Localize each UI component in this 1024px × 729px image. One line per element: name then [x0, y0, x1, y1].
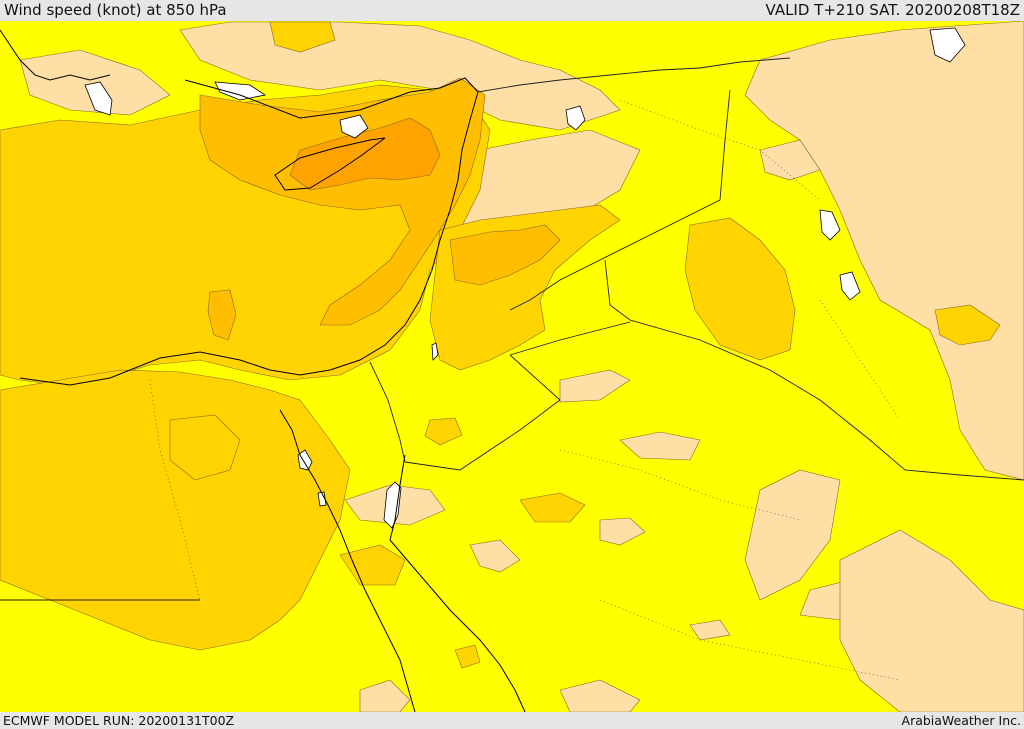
weak-area-northwest [19, 49, 171, 116]
weak-area-egypt [359, 679, 411, 712]
strong-area-north [269, 21, 336, 53]
strong-area-east [934, 304, 1001, 346]
lake-northwest [84, 81, 113, 116]
stronger-area-libya [207, 289, 237, 341]
credit-label: ArabiaWeather Inc. [901, 713, 1021, 728]
gulf-suez-water [297, 449, 313, 471]
strong-area-arabia-1 [519, 492, 586, 523]
admin-line-4 [599, 599, 901, 681]
levant-coast [19, 91, 479, 386]
strong-area-jordan [424, 417, 463, 446]
lake-east-1 [819, 209, 841, 241]
border-jordan-saudi [404, 321, 631, 471]
dead-sea [383, 481, 402, 529]
map-canvas [0, 21, 1024, 712]
map-title: Wind speed (knot) at 850 hPa [4, 1, 227, 19]
footer-bar: ECMWF MODEL RUN: 20200131T00Z ArabiaWeat… [0, 712, 1024, 729]
border-jordan-iraq [604, 259, 1024, 481]
weak-area-arabia-6 [689, 619, 731, 641]
galilee-lake [431, 342, 439, 361]
admin-lines [149, 99, 901, 681]
weak-area-arabia-2 [619, 431, 701, 461]
stronger-area-lebanon [449, 224, 561, 286]
cyprus-island [274, 137, 386, 191]
turkey-south-coast [184, 77, 479, 119]
strong-area-sinai-south [339, 544, 406, 586]
model-run-label: ECMWF MODEL RUN: 20200131T00Z [3, 713, 235, 728]
strongest-area-cyprus [289, 117, 441, 191]
weak-wind-areas [0, 21, 1024, 712]
weak-area-iraq [759, 139, 821, 181]
lake-van [929, 27, 966, 63]
border-egypt-israel [369, 361, 406, 463]
border-syria-iraq [509, 89, 731, 311]
wind-speed-map[interactable] [0, 21, 1024, 712]
aegean-coast [0, 29, 111, 81]
gulf-aqaba [389, 454, 406, 541]
admin-line-3 [149, 379, 201, 601]
lake-east-2 [839, 271, 861, 301]
weak-area-southeast [839, 529, 1024, 712]
weak-area-red-sea [469, 539, 521, 573]
weak-area-arabia-5 [599, 517, 646, 546]
weak-area-arabia-1 [559, 369, 631, 403]
strong-area-nile [169, 414, 241, 481]
header-bar: Wind speed (knot) at 850 hPa VALID T+210… [0, 0, 1024, 21]
gulf-aqaba-water [317, 491, 327, 507]
lake-north-2 [214, 81, 267, 101]
strongest-wind-areas [289, 117, 441, 191]
lake-north-1 [339, 114, 369, 139]
weak-area-south [559, 679, 641, 712]
lake-tuz [565, 105, 586, 131]
water-bodies [84, 27, 966, 529]
coastlines [0, 29, 526, 712]
strong-area-wadi [454, 644, 481, 669]
strong-area-egypt [0, 369, 351, 651]
strong-area-iraq [684, 217, 796, 361]
red-sea-east-coast [389, 539, 526, 712]
weak-area-arabia-3 [744, 469, 841, 601]
weak-area-east [744, 21, 1024, 481]
gulf-suez [279, 409, 416, 712]
valid-time-label: VALID T+210 SAT. 20200208T18Z [765, 1, 1020, 19]
admin-line-5 [819, 299, 901, 421]
border-turkey-syria [477, 57, 791, 93]
country-borders [0, 57, 1024, 601]
